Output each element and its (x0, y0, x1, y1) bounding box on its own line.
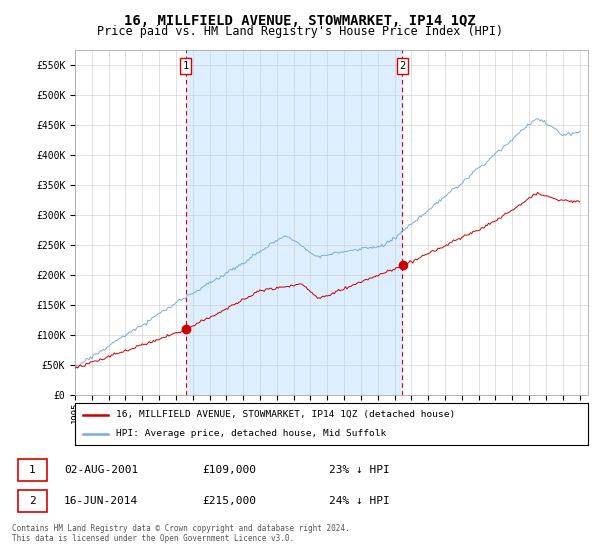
FancyBboxPatch shape (18, 489, 47, 512)
Bar (185, 50, 403, 395)
Text: Price paid vs. HM Land Registry's House Price Index (HPI): Price paid vs. HM Land Registry's House … (97, 25, 503, 38)
Text: £215,000: £215,000 (202, 496, 256, 506)
Text: Contains HM Land Registry data © Crown copyright and database right 2024.
This d: Contains HM Land Registry data © Crown c… (12, 524, 350, 543)
Text: 2: 2 (29, 496, 35, 506)
FancyBboxPatch shape (18, 459, 47, 480)
Text: 02-AUG-2001: 02-AUG-2001 (64, 465, 138, 475)
Text: 16, MILLFIELD AVENUE, STOWMARKET, IP14 1QZ: 16, MILLFIELD AVENUE, STOWMARKET, IP14 1… (124, 14, 476, 28)
Text: 1: 1 (182, 61, 189, 71)
Text: 23% ↓ HPI: 23% ↓ HPI (329, 465, 389, 475)
Text: 16, MILLFIELD AVENUE, STOWMARKET, IP14 1QZ (detached house): 16, MILLFIELD AVENUE, STOWMARKET, IP14 1… (116, 410, 455, 419)
Text: 1: 1 (29, 465, 35, 475)
Text: HPI: Average price, detached house, Mid Suffolk: HPI: Average price, detached house, Mid … (116, 430, 386, 438)
Text: 2: 2 (399, 61, 406, 71)
Text: £109,000: £109,000 (202, 465, 256, 475)
Text: 24% ↓ HPI: 24% ↓ HPI (329, 496, 389, 506)
Text: 16-JUN-2014: 16-JUN-2014 (64, 496, 138, 506)
